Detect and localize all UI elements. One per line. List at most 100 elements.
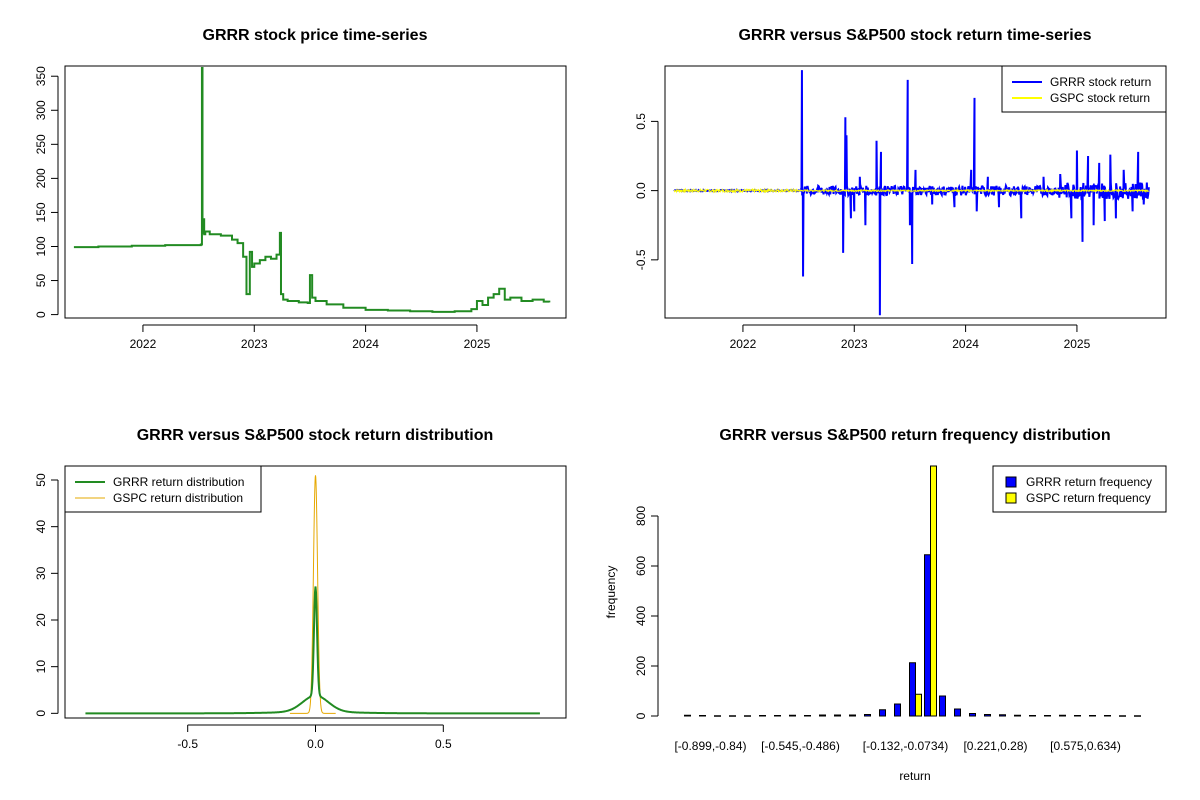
price-chart-title: GRRR stock price time-series — [203, 27, 428, 44]
returns-x-tick-label: 2025 — [1064, 337, 1091, 351]
returns-y-tick-label: -0.5 — [634, 249, 648, 270]
price-plot-frame — [64, 65, 567, 319]
price-x-tick-label: 2023 — [241, 337, 268, 351]
histogram-bar-grrr — [819, 714, 826, 717]
histogram-x-category-label: [-0.545,-0.486) — [761, 739, 840, 753]
histogram-bar-grrr — [804, 715, 811, 717]
histogram-bar-grrr — [744, 715, 751, 717]
histogram-y-tick-label: 0 — [634, 712, 648, 719]
returns-legend-box — [1001, 65, 1167, 113]
density-y-tick-label: 30 — [34, 566, 48, 580]
histogram-x-category-label: [-0.132,-0.0734) — [863, 739, 948, 753]
density-y-tick-label: 0 — [34, 710, 48, 717]
density-x-tick-label: 0.5 — [435, 737, 452, 751]
histogram-bar-grrr — [954, 708, 961, 717]
histogram-bar-grrr — [834, 714, 841, 717]
density-y-tick-label: 10 — [34, 660, 48, 674]
price-y-tick-label: 100 — [34, 236, 48, 256]
price-x-tick-label: 2024 — [352, 337, 379, 351]
price-x-tick-label: 2022 — [130, 337, 157, 351]
returns-x-tick-label: 2024 — [952, 337, 979, 351]
returns-x-tick-label: 2023 — [841, 337, 868, 351]
histogram-legend: GRRR return frequency GSPC return freque… — [992, 465, 1167, 513]
density-y-tick-label: 40 — [34, 520, 48, 534]
histogram-bar-grrr — [789, 714, 796, 717]
histogram-chart: GRRR versus S&P500 return frequency dist… — [604, 427, 1167, 783]
histogram-bar-grrr — [969, 713, 976, 717]
returns-legend-label-gspc: GSPC stock return — [1050, 91, 1150, 105]
histogram-bar-grrr — [684, 714, 691, 717]
histogram-bar-grrr — [1074, 715, 1081, 717]
price-y-tick-label: 250 — [34, 134, 48, 154]
histogram-bar-grrr — [1059, 714, 1066, 717]
density-legend-label-gspc: GSPC return distribution — [113, 491, 243, 505]
histogram-bar-grrr — [1014, 714, 1021, 717]
histogram-bar-grrr — [849, 714, 856, 717]
histogram-bar-grrr — [924, 554, 931, 717]
histogram-y-tick-label: 200 — [634, 656, 648, 676]
histogram-y-tick-label: 400 — [634, 606, 648, 626]
price-y-tick-label: 350 — [34, 66, 48, 86]
density-y-tick-label: 20 — [34, 613, 48, 627]
histogram-bar-grrr — [1134, 715, 1141, 717]
histogram-xlabel: return — [899, 769, 930, 783]
returns-legend: GRRR stock return GSPC stock return — [1001, 65, 1167, 113]
price-y-tick-label: 50 — [34, 274, 48, 288]
returns-chart-title: GRRR versus S&P500 stock return time-ser… — [738, 27, 1091, 44]
density-grrr-line — [85, 586, 540, 715]
density-plot-frame — [64, 465, 567, 719]
histogram-bar-grrr — [774, 715, 781, 717]
returns-chart: GRRR versus S&P500 stock return time-ser… — [634, 27, 1167, 351]
price-y-tick-label: 150 — [34, 202, 48, 222]
histogram-chart-title: GRRR versus S&P500 return frequency dist… — [719, 427, 1110, 444]
histogram-bar-grrr — [999, 714, 1006, 717]
returns-y-tick-label: 0.5 — [634, 113, 648, 130]
histogram-bar-grrr — [1029, 715, 1036, 717]
histogram-bar-grrr — [759, 715, 766, 717]
histogram-bar-gspc — [930, 465, 937, 717]
histogram-bar-grrr — [909, 662, 916, 717]
density-chart-title: GRRR versus S&P500 stock return distribu… — [137, 427, 494, 444]
density-x-tick-label: 0.0 — [307, 737, 324, 751]
histogram-legend-box — [992, 465, 1167, 513]
histogram-bar-grrr — [939, 695, 946, 717]
histogram-bar-grrr — [864, 714, 871, 717]
histogram-bar-gspc — [915, 693, 922, 717]
returns-gspc-line — [673, 187, 1150, 194]
density-chart: GRRR versus S&P500 stock return distribu… — [34, 427, 567, 751]
density-legend: GRRR return distribution GSPC return dis… — [64, 465, 262, 513]
price-y-tick-label: 0 — [34, 311, 48, 318]
histogram-bar-grrr — [714, 715, 721, 717]
returns-legend-label-grrr: GRRR stock return — [1050, 75, 1151, 89]
density-y-tick-label: 50 — [34, 473, 48, 487]
histogram-bar-grrr — [1119, 715, 1126, 717]
density-legend-box — [64, 465, 262, 513]
histogram-legend-swatch-gspc — [1005, 492, 1017, 504]
histogram-bar-grrr — [1104, 715, 1111, 717]
histogram-bar-grrr — [1089, 715, 1096, 717]
histogram-bar-grrr — [729, 715, 736, 717]
histogram-y-tick-label: 800 — [634, 506, 648, 526]
price-y-tick-label: 300 — [34, 100, 48, 120]
histogram-legend-swatch-grrr — [1005, 476, 1017, 488]
histogram-ylabel: frequency — [604, 566, 618, 619]
price-chart: GRRR stock price time-series 0 50 100 150 20… — [34, 27, 567, 351]
price-x-tick-label: 2025 — [464, 337, 491, 351]
density-legend-label-grrr: GRRR return distribution — [113, 475, 244, 489]
histogram-y-tick-label: 600 — [634, 556, 648, 576]
histogram-bar-grrr — [984, 714, 991, 717]
histogram-bar-grrr — [699, 715, 706, 717]
price-series-line — [73, 67, 551, 313]
histogram-legend-label-gspc: GSPC return frequency — [1026, 491, 1151, 505]
returns-y-tick-label: 0.0 — [634, 182, 648, 199]
price-y-tick-label: 200 — [34, 168, 48, 188]
returns-x-tick-label: 2022 — [730, 337, 757, 351]
histogram-bar-grrr — [1044, 715, 1051, 717]
histogram-x-category-label: [0.575,0.634) — [1050, 739, 1121, 753]
density-x-tick-label: -0.5 — [177, 737, 198, 751]
histogram-x-category-label: [0.221,0.28) — [963, 739, 1027, 753]
histogram-bar-grrr — [879, 709, 886, 717]
histogram-legend-label-grrr: GRRR return frequency — [1026, 475, 1152, 489]
histogram-bar-grrr — [894, 703, 901, 717]
